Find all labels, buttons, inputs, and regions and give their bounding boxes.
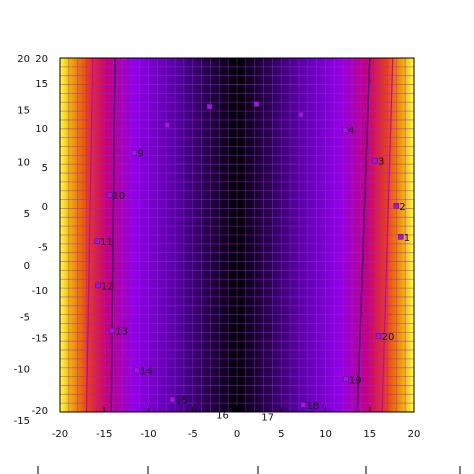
- data-point: [397, 234, 404, 240]
- data-point: [256, 414, 261, 419]
- x-tick-label: 15: [363, 429, 376, 440]
- point-label: 20: [382, 332, 395, 343]
- y-inner-tick-label: 0: [42, 202, 48, 213]
- x-tick-label: 5: [278, 429, 284, 440]
- point-label: 10: [113, 191, 126, 202]
- point-label: 14: [140, 366, 153, 377]
- data-point: [343, 376, 349, 383]
- point-label: 4: [348, 126, 354, 137]
- point-label: 17: [261, 412, 274, 423]
- point-label: 3: [378, 157, 384, 168]
- data-point: [94, 238, 100, 244]
- data-point: [300, 402, 307, 408]
- y-outer-tick-label: 20: [17, 54, 30, 65]
- data-point: [206, 103, 213, 110]
- y-inner-tick-label: 15: [35, 79, 48, 90]
- y-outer-tick-label: 15: [17, 106, 30, 117]
- contour-line: [110, 58, 116, 412]
- point-label: 11: [100, 237, 113, 248]
- data-point: [109, 327, 115, 334]
- point-label: 19: [349, 375, 362, 386]
- data-point: [131, 149, 138, 156]
- data-point: [375, 333, 382, 339]
- data-point: [95, 282, 101, 289]
- point-label: 15: [175, 396, 188, 407]
- x-tick-label: -15: [96, 429, 112, 440]
- point-label: 1: [404, 233, 410, 244]
- bottom-tick-stubs: [37, 466, 461, 474]
- contour-lines: [85, 58, 394, 412]
- y-inner-tick-label: -20: [32, 406, 48, 417]
- point-label: 2: [399, 202, 405, 213]
- contour-line: [85, 58, 94, 412]
- x-tick-label: 10: [319, 429, 332, 440]
- y-outer-tick-label: 10: [17, 157, 30, 168]
- x-tick-label: 0: [234, 429, 240, 440]
- point-label: 16: [216, 411, 229, 422]
- y-axis-outer-ticks: 20 15 10 5 0 -5 -10 -15: [14, 54, 30, 427]
- point-label: 12: [101, 281, 114, 292]
- x-tick-label: -5: [188, 429, 198, 440]
- point-label: 9: [137, 149, 143, 160]
- data-point: [106, 192, 113, 198]
- contour-line: [381, 58, 394, 412]
- y-outer-tick-label: 5: [24, 209, 30, 220]
- data-point: [342, 126, 348, 133]
- data-point: [372, 157, 378, 164]
- data-point: [253, 101, 260, 107]
- contour-line: [356, 58, 371, 412]
- y-inner-tick-label: 20: [35, 54, 48, 65]
- mesh-grid: [60, 58, 414, 412]
- data-point: [164, 122, 170, 129]
- x-tick-label: -10: [140, 429, 156, 440]
- data-point: [210, 411, 216, 412]
- data-points: [94, 101, 404, 419]
- y-inner-tick-label: -10: [32, 286, 48, 297]
- data-point: [169, 396, 176, 403]
- x-axis-ticks: -20 -15 -10 -5 0 5 10 15 20: [52, 407, 421, 440]
- data-point: [297, 111, 304, 118]
- data-point: [134, 367, 140, 374]
- y-inner-tick-label: -15: [32, 334, 48, 345]
- y-axis-inner-ticks: 20 15 10 5 0 -5 -10 -15 -20: [32, 54, 48, 417]
- y-inner-tick-label: -5: [38, 243, 48, 254]
- x-tick-label: -20: [52, 429, 68, 440]
- plot-area: [60, 58, 414, 419]
- point-label: 13: [115, 327, 128, 338]
- y-outer-tick-label: -15: [14, 416, 30, 427]
- data-point: [393, 203, 400, 209]
- y-outer-tick-label: -10: [14, 364, 30, 375]
- point-label: 18: [306, 401, 319, 412]
- x-tick-label: 20: [408, 429, 421, 440]
- y-inner-tick-label: 5: [42, 163, 48, 174]
- y-outer-tick-label: 0: [24, 261, 30, 272]
- y-inner-tick-label: 10: [35, 124, 48, 135]
- y-outer-tick-label: -5: [20, 313, 30, 324]
